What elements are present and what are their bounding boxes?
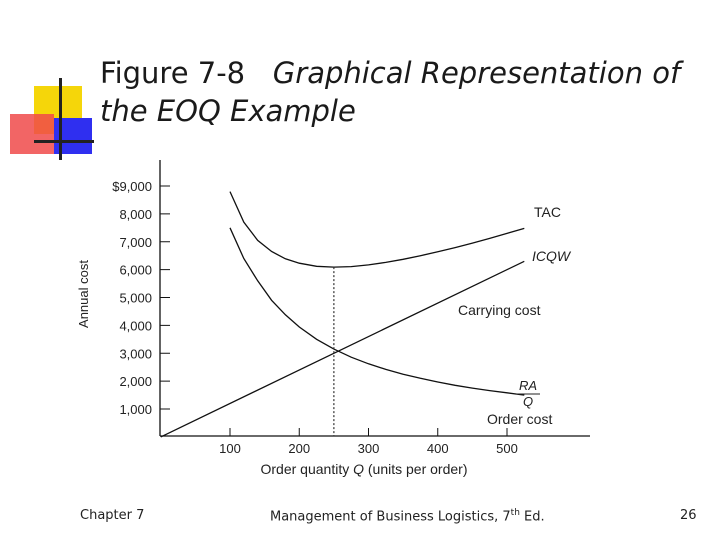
title-rest-line2: the EOQ Example xyxy=(100,94,356,128)
y-tick-label: 1,000 xyxy=(119,402,152,417)
page-number: 26 xyxy=(680,508,697,523)
y-tick-label: $9,000 xyxy=(112,179,152,194)
x-tick-label: 300 xyxy=(358,441,380,456)
x-tick-label: 200 xyxy=(288,441,310,456)
carrying-formula-annotation: ICQW xyxy=(532,248,572,264)
footer-chapter: Chapter 7 xyxy=(80,508,145,523)
y-axis-label: Annual cost xyxy=(76,260,91,328)
y-tick-label: 3,000 xyxy=(119,346,152,361)
y-tick-label: 4,000 xyxy=(119,318,152,333)
tac-annotation: TAC xyxy=(534,204,561,220)
y-tick-label: 2,000 xyxy=(119,374,152,389)
y-tick-label: 8,000 xyxy=(119,207,152,222)
order-formula-numerator: RA xyxy=(519,378,537,393)
x-axis-label: Order quantity Q (units per order) xyxy=(261,461,468,477)
title-lead: Figure 7-8 xyxy=(100,56,246,90)
order-formula-denominator: Q xyxy=(523,394,533,409)
decor-red-square xyxy=(10,114,54,154)
carrying-cost-annotation: Carrying cost xyxy=(458,302,541,318)
title-rest-line1: Graphical Representation of xyxy=(272,56,681,90)
series-carrying-cost-line xyxy=(160,260,525,438)
decor-horizontal-line xyxy=(34,140,94,143)
y-tick-label: 5,000 xyxy=(119,291,152,306)
x-tick-label: 400 xyxy=(427,441,449,456)
x-tick-label: 100 xyxy=(219,441,241,456)
slide-title: Figure 7-8 Graphical Representation of t… xyxy=(100,54,700,130)
series-lines xyxy=(160,191,525,438)
x-ticks: 100 200 300 400 500 xyxy=(219,428,518,456)
decor-vertical-line xyxy=(59,78,62,160)
y-ticks: $9,000 8,000 7,000 6,000 5,000 4,000 3,000 2,00… xyxy=(112,179,170,417)
order-cost-annotation: Order cost xyxy=(487,411,552,427)
y-tick-label: 6,000 xyxy=(119,263,152,278)
series-tac-line xyxy=(229,191,525,268)
footer-course: Management of Business Logistics, 7th Ed… xyxy=(270,508,545,525)
series-order-cost-line xyxy=(229,227,525,396)
y-tick-label: 7,000 xyxy=(119,235,152,250)
x-tick-label: 500 xyxy=(496,441,518,456)
